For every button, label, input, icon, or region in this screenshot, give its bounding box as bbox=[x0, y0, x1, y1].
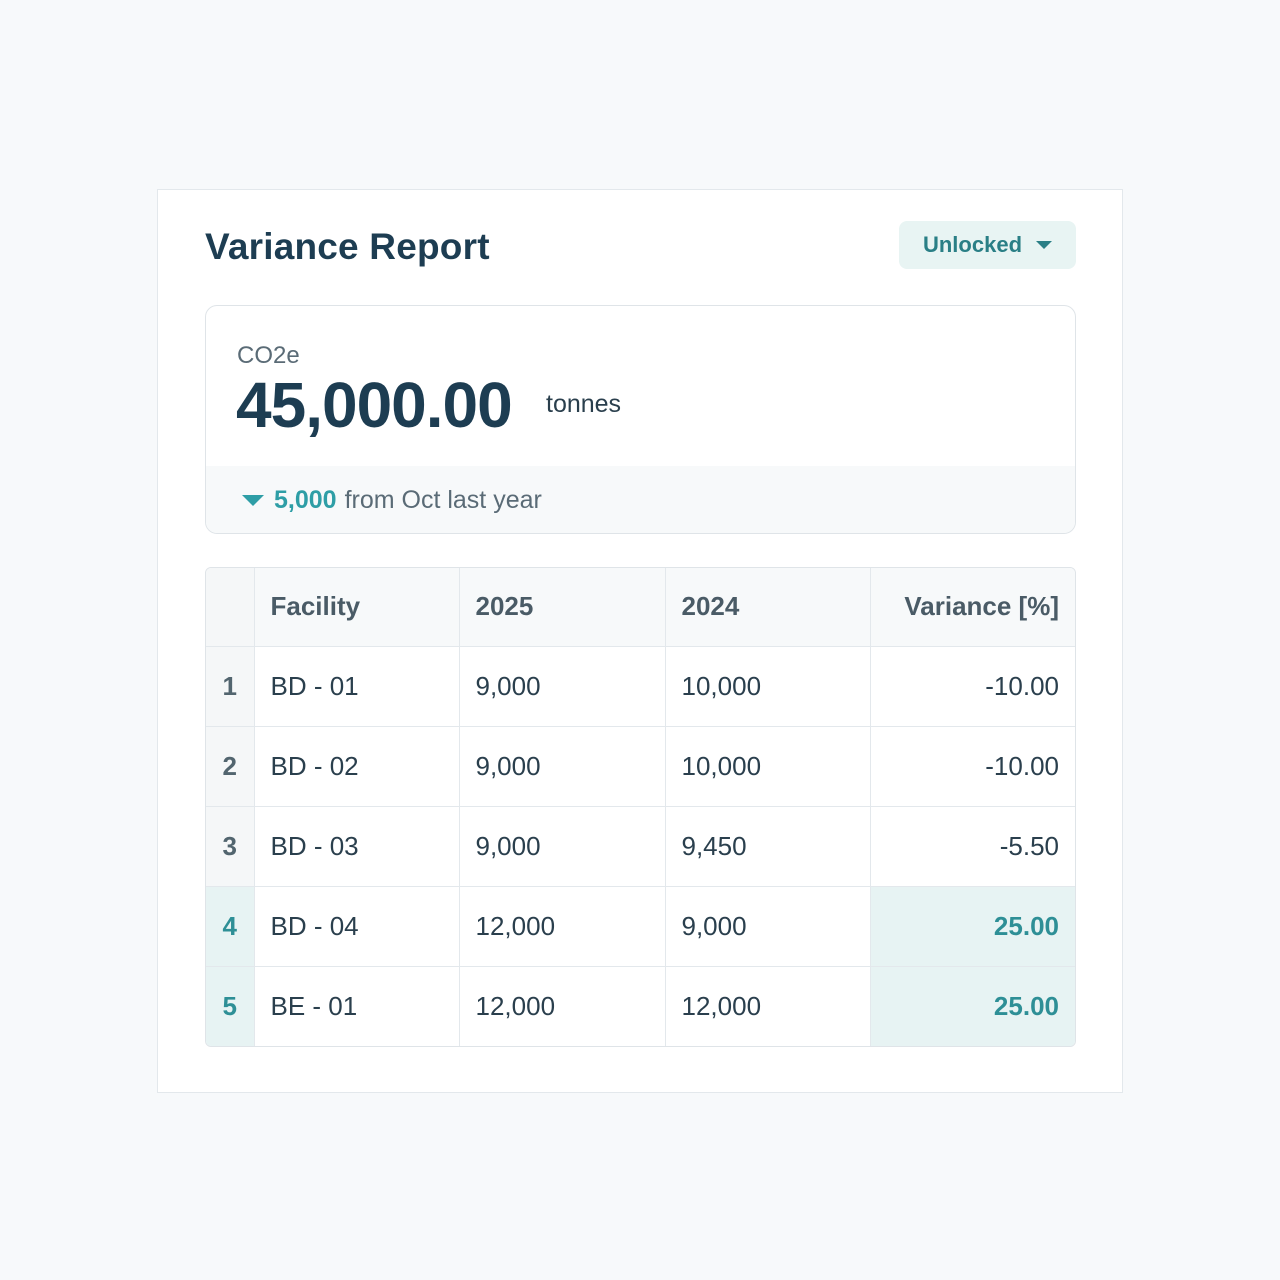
header-2025[interactable]: 2025 bbox=[459, 568, 666, 647]
value-2024-cell: 10,000 bbox=[665, 646, 871, 727]
value-2025-cell: 9,000 bbox=[459, 726, 666, 807]
variance-report-card: Variance Report Unlocked CO2e 45,000.00 … bbox=[157, 189, 1123, 1093]
table-row[interactable]: 3 BD - 03 9,000 9,450 -5.50 bbox=[206, 806, 1075, 887]
lock-status-dropdown[interactable]: Unlocked bbox=[899, 221, 1076, 269]
arrow-down-icon bbox=[242, 495, 264, 506]
row-index: 5 bbox=[206, 966, 255, 1046]
row-index: 1 bbox=[206, 646, 255, 727]
row-index: 4 bbox=[206, 886, 255, 967]
table-row-highlighted[interactable]: 4 BD - 04 12,000 9,000 25.00 bbox=[206, 886, 1075, 967]
table-header-row: Facility 2025 2024 Variance [%] bbox=[206, 568, 1075, 647]
value-2024-cell: 9,000 bbox=[665, 886, 871, 967]
facility-cell: BE - 01 bbox=[254, 966, 460, 1046]
variance-cell: 25.00 bbox=[870, 966, 1075, 1046]
variance-cell: 25.00 bbox=[870, 886, 1075, 967]
header-variance[interactable]: Variance [%] bbox=[870, 568, 1075, 647]
row-index: 3 bbox=[206, 806, 255, 887]
table-row[interactable]: 1 BD - 01 9,000 10,000 -10.00 bbox=[206, 646, 1075, 727]
kpi-value: 45,000.00 bbox=[236, 369, 513, 441]
kpi-unit: tonnes bbox=[546, 390, 622, 418]
variance-cell: -5.50 bbox=[870, 806, 1075, 887]
kpi-delta-row: 5,000 from Oct last year bbox=[206, 466, 1075, 533]
variance-cell: -10.00 bbox=[870, 726, 1075, 807]
value-2025-cell: 12,000 bbox=[459, 886, 666, 967]
facility-cell: BD - 04 bbox=[254, 886, 460, 967]
variance-table: Facility 2025 2024 Variance [%] 1 BD - 0… bbox=[205, 567, 1076, 1047]
chevron-down-icon bbox=[1036, 241, 1053, 249]
value-2024-cell: 12,000 bbox=[665, 966, 871, 1046]
value-2024-cell: 10,000 bbox=[665, 726, 871, 807]
header-index bbox=[206, 568, 255, 647]
header-facility[interactable]: Facility bbox=[254, 568, 460, 647]
value-2025-cell: 9,000 bbox=[459, 806, 666, 887]
value-2024-cell: 9,450 bbox=[665, 806, 871, 887]
lock-status-label: Unlocked bbox=[922, 232, 1023, 257]
value-2025-cell: 12,000 bbox=[459, 966, 666, 1046]
variance-cell: -10.00 bbox=[870, 646, 1075, 727]
page-title: Variance Report bbox=[205, 226, 490, 267]
kpi-card: CO2e 45,000.00 tonnes 5,000 from Oct las… bbox=[205, 305, 1076, 534]
header-2024[interactable]: 2024 bbox=[665, 568, 871, 647]
kpi-delta-value: 5,000 bbox=[274, 486, 337, 514]
kpi-label: CO2e bbox=[237, 342, 300, 369]
table-row-highlighted[interactable]: 5 BE - 01 12,000 12,000 25.00 bbox=[206, 966, 1075, 1046]
row-index: 2 bbox=[206, 726, 255, 807]
facility-cell: BD - 03 bbox=[254, 806, 460, 887]
facility-cell: BD - 01 bbox=[254, 646, 460, 727]
value-2025-cell: 9,000 bbox=[459, 646, 666, 727]
table-row[interactable]: 2 BD - 02 9,000 10,000 -10.00 bbox=[206, 726, 1075, 807]
kpi-delta-text: from Oct last year bbox=[344, 486, 542, 514]
facility-cell: BD - 02 bbox=[254, 726, 460, 807]
